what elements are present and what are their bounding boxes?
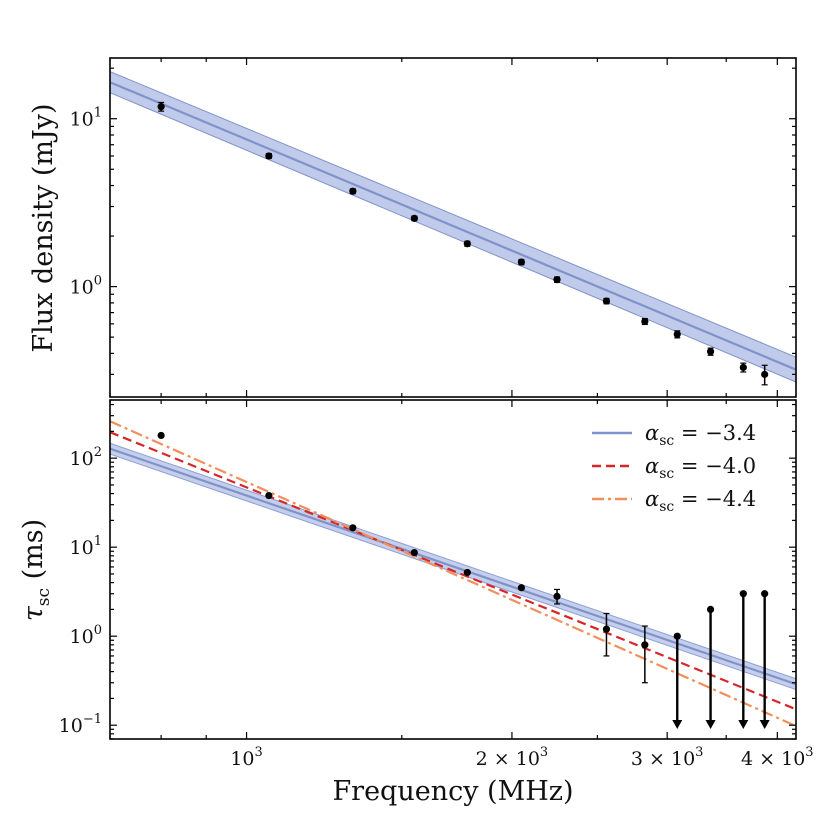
- y-tick-label: 10−1: [59, 712, 102, 737]
- flux-data-point: [673, 330, 681, 338]
- scattering-data-point: [157, 431, 165, 440]
- bottom-y-axis-label: τsc (ms): [18, 519, 54, 621]
- scattering-data-points: [157, 431, 770, 729]
- scattering-data-point: [517, 584, 525, 592]
- legend-label-1: αsc = −3.4: [645, 421, 756, 449]
- flux-data-point: [517, 258, 525, 266]
- flux-data-point: [157, 103, 165, 111]
- top-plot-frame: [109, 57, 797, 398]
- flux-density-panel: 100 101 Flux density (mJy): [28, 57, 797, 398]
- y-tick-label: 100: [70, 623, 102, 648]
- upper-limit-arrow-head: [759, 720, 770, 729]
- flux-data-point: [265, 152, 273, 160]
- flux-fit-line-path: [109, 81, 797, 371]
- flux-data-point: [349, 187, 357, 195]
- fit-line-series-2: [109, 431, 797, 711]
- flux-data-point: [641, 317, 649, 326]
- fit-line-series-1: [109, 447, 797, 686]
- scattering-data-point: [265, 491, 273, 500]
- top-y-axis-label: Flux density (mJy): [28, 103, 59, 352]
- y-tick-label: 102: [70, 445, 102, 470]
- fit-line-series-3: [109, 420, 797, 728]
- y-tick-label: 100: [70, 274, 102, 299]
- x-axis-label: Frequency (MHz): [332, 776, 573, 807]
- upper-limit-arrow-head: [672, 720, 683, 729]
- upper-limit-arrow-head: [705, 720, 716, 729]
- scattering-data-point: [602, 625, 611, 633]
- legend-label-2: αsc = −4.0: [645, 454, 756, 482]
- legend: αsc = −3.4 αsc = −4.0 αsc = −4.4: [592, 421, 756, 515]
- x-tick-label: 103: [230, 745, 262, 770]
- flux-data-point: [553, 276, 561, 284]
- upper-limit-arrow-head: [738, 720, 749, 729]
- top-axis-ticks: 100 101: [70, 58, 796, 397]
- upper-limit-point: [761, 590, 769, 598]
- x-tick-label: 3 × 103: [631, 745, 704, 770]
- bottom-plot-frame: [109, 399, 797, 740]
- flux-data-point: [602, 297, 611, 305]
- flux-data-point: [410, 214, 418, 222]
- bottom-axis-ticks: 10−1 100 101 102 103 2 × 103 3 × 103 4 × 103: [59, 400, 814, 770]
- scattering-data-point: [410, 548, 418, 557]
- upper-limit-point: [706, 605, 715, 613]
- upper-limit-point: [673, 632, 681, 640]
- flux-data-point: [463, 240, 471, 248]
- flux-data-points: [157, 101, 769, 386]
- legend-label-3: αsc = −4.4: [645, 487, 756, 515]
- y-tick-label: 101: [70, 106, 102, 131]
- scattering-time-panel: 10−1 100 101 102 103 2 × 103 3 × 103 4 × 103 αs…: [18, 399, 814, 807]
- x-tick-label: 2 × 103: [476, 745, 549, 770]
- x-tick-label: 4 × 103: [741, 745, 814, 770]
- flux-fit-line: [109, 81, 797, 371]
- scattering-fit-lines: [109, 420, 797, 728]
- scattering-data-point: [463, 568, 471, 577]
- flux-data-point: [706, 348, 715, 356]
- flux-data-point: [761, 370, 769, 378]
- scattering-data-point: [553, 592, 561, 600]
- flux-data-point: [739, 363, 747, 372]
- upper-limit-point: [739, 590, 747, 598]
- scattering-data-point: [641, 641, 649, 649]
- scattering-data-point: [349, 524, 357, 532]
- y-tick-label: 101: [70, 534, 102, 559]
